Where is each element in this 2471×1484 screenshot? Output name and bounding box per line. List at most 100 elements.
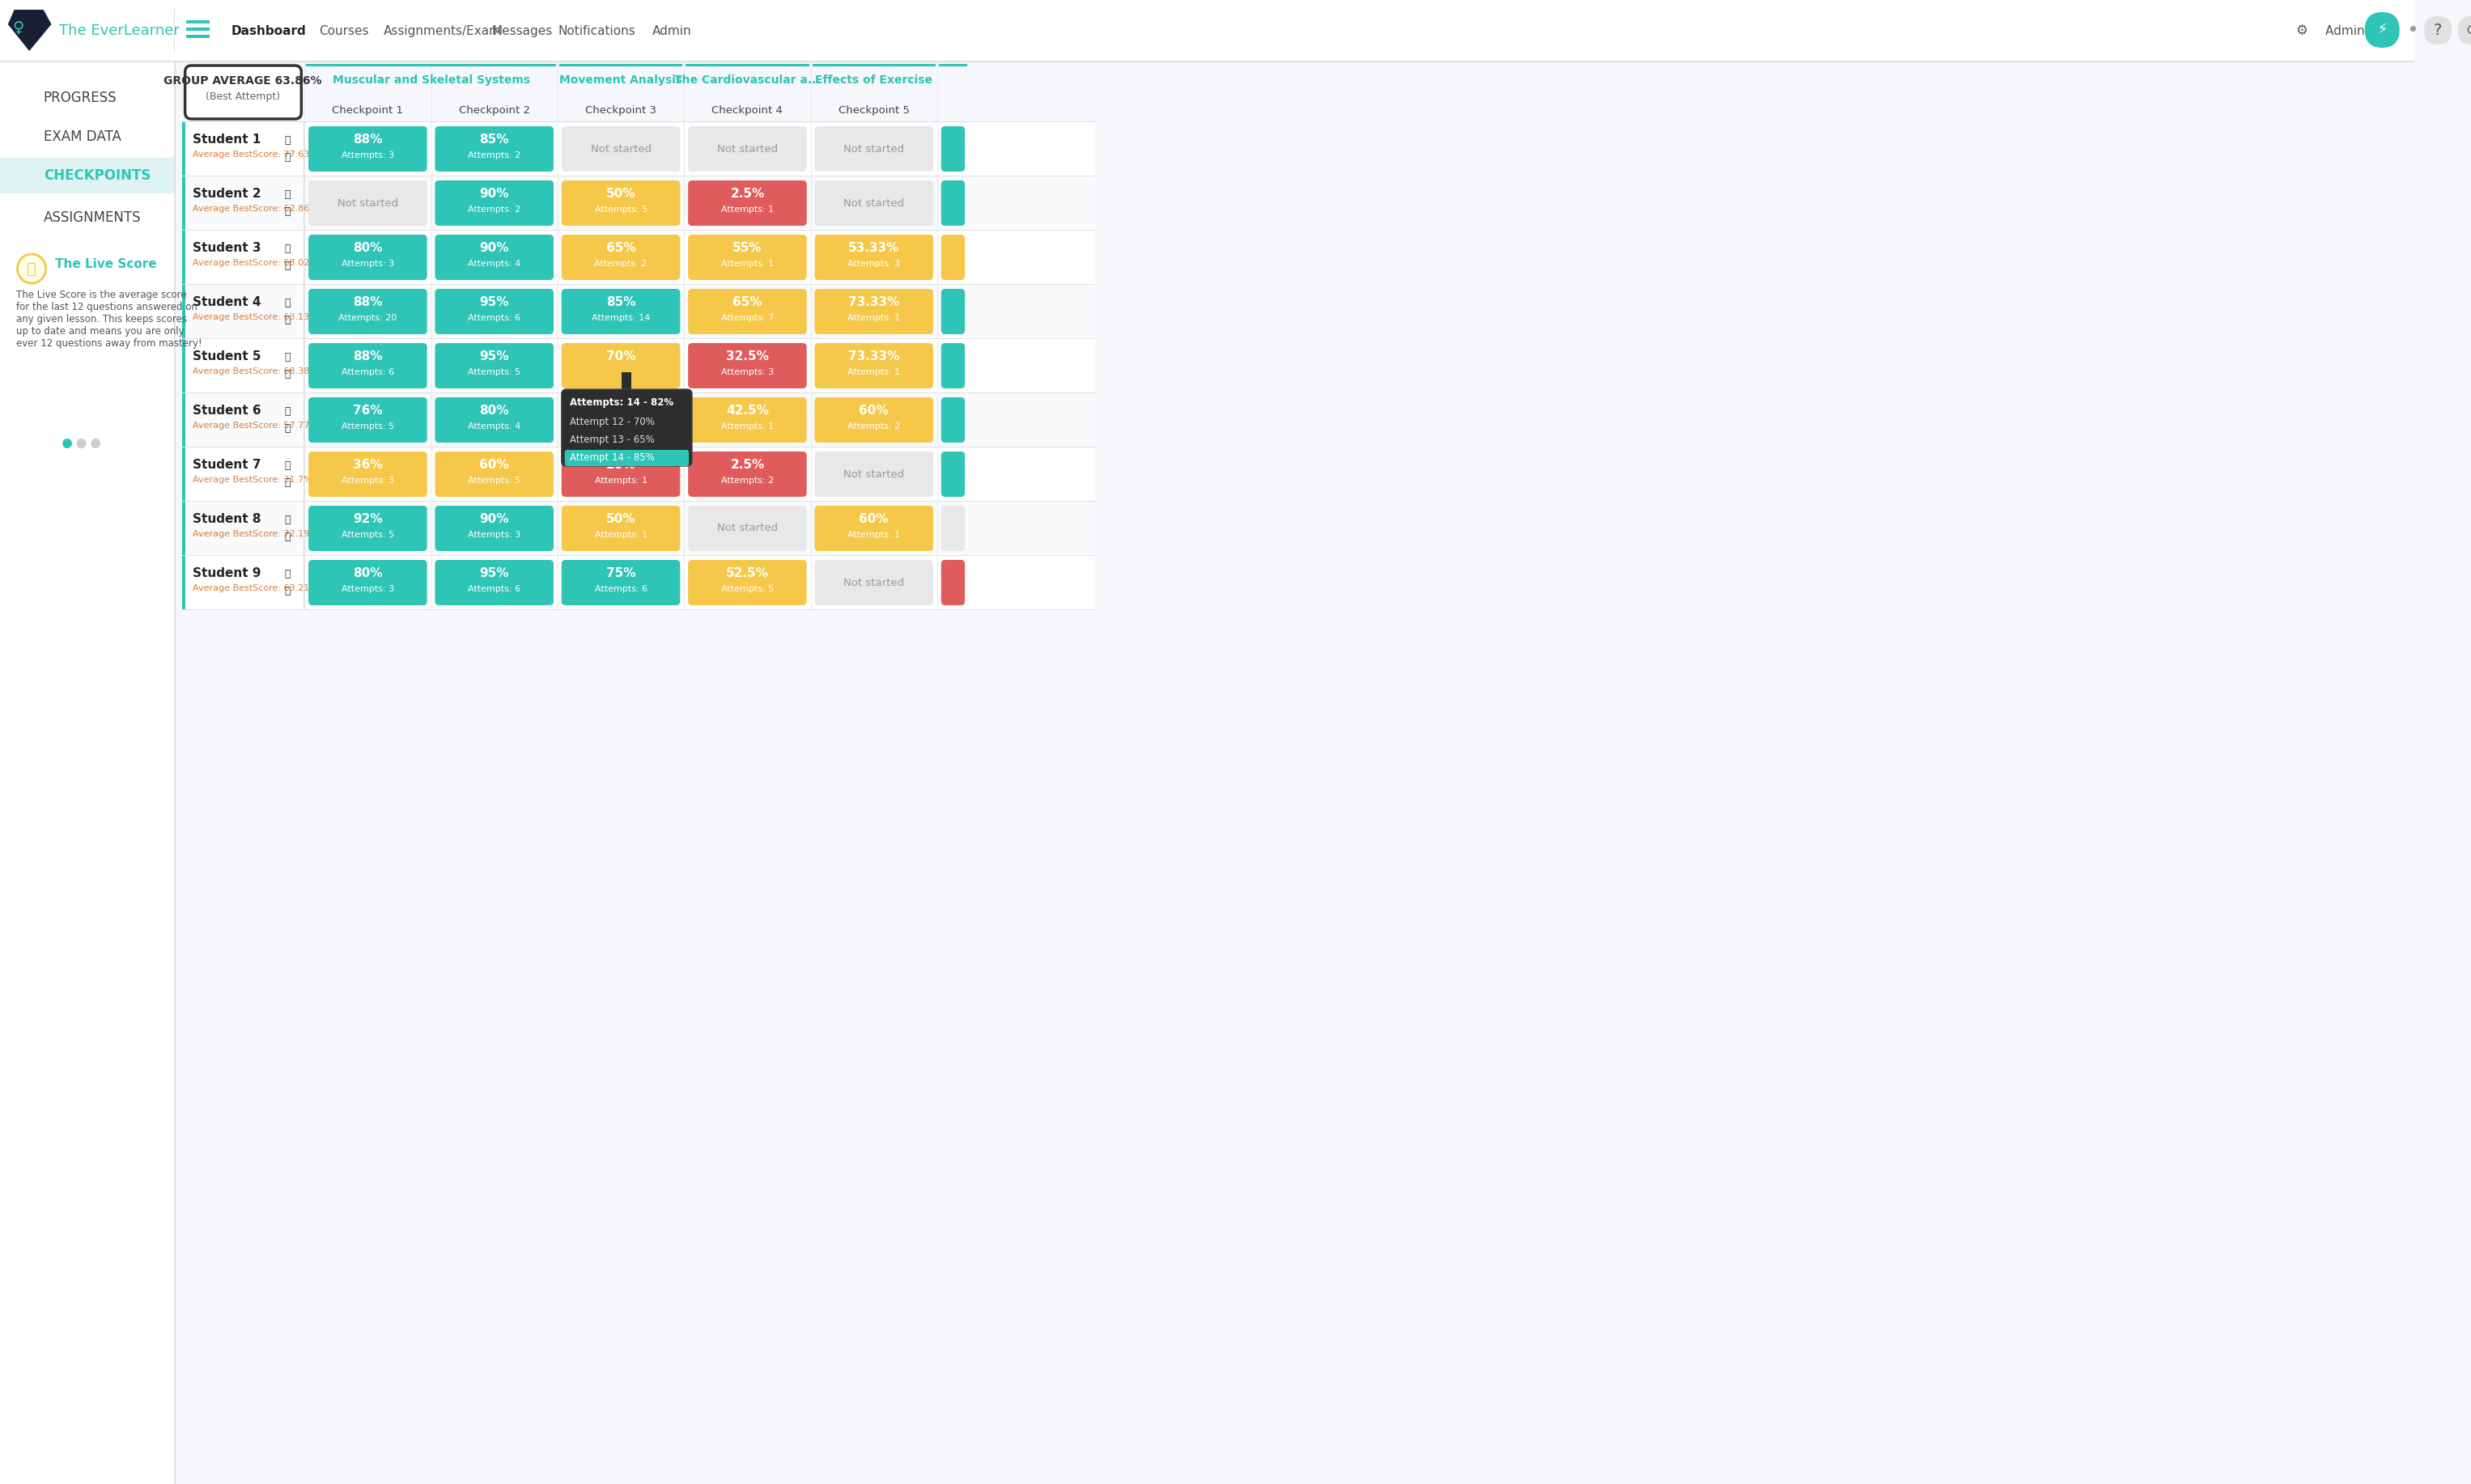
Bar (183, 338, 185, 392)
Text: Not started: Not started (339, 197, 398, 208)
Text: Attempts: 5: Attempts: 5 (467, 368, 521, 377)
Text: 76%: 76% (353, 405, 383, 417)
Text: Student 4: Student 4 (193, 297, 262, 309)
FancyBboxPatch shape (561, 126, 680, 172)
Text: Dashboard: Dashboard (232, 25, 306, 37)
Text: Checkpoint 1: Checkpoint 1 (331, 105, 403, 116)
Text: The Live Score is the average score
for the last 12 questions answered on
any gi: The Live Score is the average score for … (15, 289, 203, 349)
Text: Admin: Admin (652, 25, 692, 37)
FancyBboxPatch shape (941, 343, 964, 389)
FancyBboxPatch shape (687, 559, 806, 605)
Text: 85%: 85% (479, 134, 509, 145)
Text: Average BestScore: 31.7%: Average BestScore: 31.7% (193, 476, 314, 484)
Text: Attempts: 3: Attempts: 3 (341, 260, 393, 269)
FancyBboxPatch shape (815, 126, 934, 172)
Text: 52.5%: 52.5% (726, 567, 768, 580)
Text: Student 1: Student 1 (193, 134, 262, 145)
Text: Not started: Not started (717, 524, 778, 534)
FancyBboxPatch shape (309, 126, 427, 172)
Text: Not started: Not started (843, 144, 904, 154)
Text: ⊙: ⊙ (2466, 22, 2471, 37)
FancyBboxPatch shape (435, 559, 554, 605)
Circle shape (62, 439, 72, 448)
Text: Attempts: 3: Attempts: 3 (722, 368, 773, 377)
Text: Attempts: 2: Attempts: 2 (596, 260, 647, 269)
Circle shape (77, 439, 86, 448)
FancyBboxPatch shape (941, 506, 964, 551)
Text: 88%: 88% (353, 134, 383, 145)
Text: 36%: 36% (353, 459, 383, 472)
Text: 📊: 📊 (284, 190, 289, 200)
FancyBboxPatch shape (941, 398, 964, 442)
Text: (Best Attempt): (Best Attempt) (205, 92, 279, 102)
Text: Attempts: 3: Attempts: 3 (341, 151, 393, 160)
Bar (306, 64, 556, 67)
Text: Attempts: 3: Attempts: 3 (341, 585, 393, 594)
FancyBboxPatch shape (815, 451, 934, 497)
Bar (185, 21, 210, 24)
Text: Average BestScore: 62.86%: Average BestScore: 62.86% (193, 205, 319, 212)
Bar (813, 64, 937, 67)
FancyBboxPatch shape (815, 559, 934, 605)
FancyBboxPatch shape (941, 234, 964, 280)
FancyBboxPatch shape (435, 234, 554, 280)
Text: Admin ▾: Admin ▾ (2325, 25, 2375, 37)
Text: 56%: 56% (605, 405, 635, 417)
Text: Movement Analysis: Movement Analysis (558, 74, 682, 86)
Text: 📋: 📋 (284, 423, 289, 433)
Text: 📋: 📋 (284, 261, 289, 272)
Text: 50%: 50% (605, 188, 635, 200)
FancyBboxPatch shape (2365, 12, 2399, 47)
Polygon shape (7, 10, 52, 50)
Text: 73.33%: 73.33% (848, 297, 899, 309)
FancyBboxPatch shape (2424, 16, 2451, 45)
FancyBboxPatch shape (941, 181, 964, 226)
FancyBboxPatch shape (815, 289, 934, 334)
Text: Student 6: Student 6 (193, 405, 262, 417)
Text: Attempts: 1: Attempts: 1 (848, 531, 899, 539)
Bar (183, 502, 1095, 555)
Text: 65%: 65% (731, 297, 761, 309)
Text: 60%: 60% (860, 405, 890, 417)
FancyBboxPatch shape (435, 126, 554, 172)
Text: •: • (2407, 21, 2419, 40)
FancyBboxPatch shape (435, 451, 554, 497)
Text: 73.33%: 73.33% (848, 350, 899, 362)
Text: ⚙: ⚙ (2296, 24, 2308, 39)
Bar (623, 372, 630, 389)
FancyBboxPatch shape (687, 398, 806, 442)
Text: Assignments/Exam: Assignments/Exam (383, 25, 502, 37)
Text: 📋: 📋 (284, 531, 289, 542)
Text: Attempts: 1: Attempts: 1 (596, 476, 647, 485)
Text: 70%: 70% (605, 350, 635, 362)
Text: 📋: 📋 (284, 370, 289, 380)
Text: Average BestScore: 68.02%: Average BestScore: 68.02% (193, 258, 319, 267)
FancyBboxPatch shape (309, 559, 427, 605)
FancyBboxPatch shape (309, 398, 427, 442)
Text: Not started: Not started (591, 144, 652, 154)
Text: Not started: Not started (717, 144, 778, 154)
Text: Attempts: 4: Attempts: 4 (467, 423, 521, 430)
Text: Student 3: Student 3 (193, 242, 262, 254)
Text: 50%: 50% (605, 513, 635, 525)
Text: Attempts: 1: Attempts: 1 (848, 368, 899, 377)
Text: Effects of Exercise: Effects of Exercise (815, 74, 932, 86)
FancyBboxPatch shape (941, 451, 964, 497)
FancyBboxPatch shape (561, 506, 680, 551)
Bar (0, 0, 173, 61)
FancyBboxPatch shape (941, 559, 964, 605)
Text: Attempts: 6: Attempts: 6 (467, 315, 521, 322)
Text: Attempts: 1: Attempts: 1 (722, 423, 773, 430)
Text: Notifications: Notifications (558, 25, 635, 37)
Text: PROGRESS: PROGRESS (44, 91, 116, 105)
Text: Attempts: 1: Attempts: 1 (722, 206, 773, 214)
Text: Attempts: 1: Attempts: 1 (722, 260, 773, 269)
Text: Student 5: Student 5 (193, 350, 262, 362)
Text: Attempts: 2: Attempts: 2 (467, 206, 521, 214)
Text: 80%: 80% (353, 242, 383, 254)
Text: ASSIGNMENTS: ASSIGNMENTS (44, 211, 141, 226)
Text: 📊: 📊 (284, 135, 289, 145)
FancyBboxPatch shape (566, 450, 689, 466)
FancyBboxPatch shape (435, 181, 554, 226)
FancyBboxPatch shape (815, 181, 934, 226)
